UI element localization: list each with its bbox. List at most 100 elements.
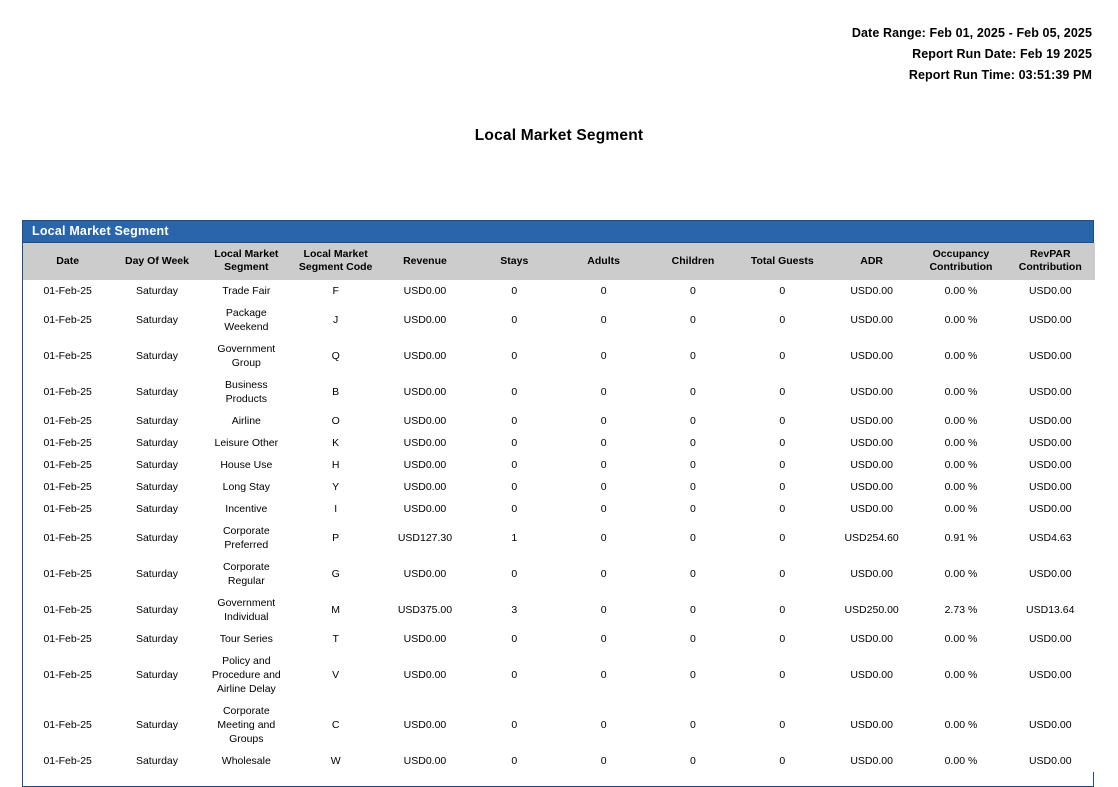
column-header-total-guests[interactable]: Total Guests	[737, 243, 827, 280]
cell-day-of-week: Saturday	[135, 669, 178, 681]
column-header-adults[interactable]: Adults	[558, 243, 649, 280]
cell-children: 0	[690, 532, 696, 544]
cell-children: 0	[690, 568, 696, 580]
cell-revpar-contribution: USD0.00	[1028, 415, 1072, 427]
table-row: 01-Feb-25 Saturday Airline O USD0.00 0 0 0 0 USD0…	[23, 410, 1095, 432]
cell-children: 0	[690, 415, 696, 427]
cell-stays: 0	[511, 437, 518, 449]
cell-children: 0	[690, 459, 696, 471]
cell-revpar-contribution: USD0.00	[1028, 386, 1072, 398]
cell-occupancy-contribution: 0.00 %	[944, 503, 978, 515]
cell-occupancy-contribution: 0.00 %	[944, 285, 978, 297]
cell-total-guests: 0	[779, 669, 786, 681]
cell-adults: 0	[600, 350, 607, 362]
cell-adults: 0	[600, 481, 607, 493]
column-header-local-market-segment-code[interactable]: Local Market Segment Code	[290, 243, 381, 280]
cell-children: 0	[690, 604, 696, 616]
cell-day-of-week: Saturday	[135, 633, 178, 645]
cell-date: 01-Feb-25	[43, 568, 92, 580]
cell-occupancy-contribution: 0.91 %	[944, 532, 978, 544]
cell-adr: USD0.00	[850, 314, 893, 326]
cell-stays: 0	[511, 755, 518, 767]
cell-children: 0	[690, 437, 696, 449]
cell-date: 01-Feb-25	[43, 755, 92, 767]
column-header-date[interactable]: Date	[23, 243, 113, 280]
table-row: 01-Feb-25 Saturday Corporate Meeting and G…	[23, 700, 1095, 750]
cell-adults: 0	[600, 633, 607, 645]
cell-day-of-week: Saturday	[135, 285, 178, 297]
cell-date: 01-Feb-25	[43, 437, 92, 449]
cell-total-guests: 0	[779, 314, 786, 326]
cell-stays: 0	[511, 503, 518, 515]
cell-revpar-contribution: USD13.64	[1026, 604, 1075, 616]
cell-day-of-week: Saturday	[135, 503, 178, 515]
column-header-revpar-contribution[interactable]: RevPAR Contribution	[1005, 243, 1095, 280]
cell-date: 01-Feb-25	[43, 350, 92, 362]
column-header-children[interactable]: Children	[648, 243, 738, 280]
cell-occupancy-contribution: 0.00 %	[944, 481, 978, 493]
cell-revenue: USD0.00	[403, 719, 447, 731]
cell-adr: USD0.00	[850, 719, 893, 731]
cell-adults: 0	[600, 503, 607, 515]
cell-local-market-segment-code: O	[331, 415, 340, 427]
cell-local-market-segment: Corporate Preferred	[222, 525, 270, 551]
report-run-date-text: Report Run Date: Feb 19 2025	[912, 47, 1092, 61]
column-header-revenue[interactable]: Revenue	[380, 243, 470, 280]
column-header-day-of-week[interactable]: Day Of Week	[112, 243, 202, 280]
cell-children: 0	[690, 503, 696, 515]
cell-adr: USD0.00	[850, 459, 893, 471]
cell-local-market-segment: Policy and Procedure and Airline Delay	[211, 655, 281, 695]
table-row: 01-Feb-25 Saturday Wholesale W USD0.00 0 0 0 0 US…	[23, 750, 1095, 772]
cell-local-market-segment: Long Stay	[222, 481, 270, 493]
cell-revenue: USD0.00	[403, 459, 447, 471]
column-header-adr[interactable]: ADR	[826, 243, 917, 280]
cell-revenue: USD0.00	[403, 285, 447, 297]
cell-adults: 0	[600, 437, 607, 449]
cell-total-guests: 0	[779, 350, 786, 362]
cell-day-of-week: Saturday	[135, 386, 178, 398]
cell-revenue: USD0.00	[403, 669, 447, 681]
cell-revenue: USD127.30	[397, 532, 453, 544]
cell-total-guests: 0	[779, 755, 786, 767]
cell-stays: 0	[511, 386, 518, 398]
cell-date: 01-Feb-25	[43, 481, 92, 493]
cell-total-guests: 0	[779, 415, 786, 427]
cell-adults: 0	[600, 719, 607, 731]
cell-stays: 0	[511, 459, 518, 471]
cell-adr: USD0.00	[850, 437, 893, 449]
cell-local-market-segment-code: Y	[332, 481, 340, 493]
cell-occupancy-contribution: 0.00 %	[944, 669, 978, 681]
cell-date: 01-Feb-25	[43, 314, 92, 326]
cell-date: 01-Feb-25	[43, 503, 92, 515]
cell-local-market-segment-code: V	[332, 669, 340, 681]
cell-local-market-segment-code: K	[332, 437, 340, 449]
table-row: 01-Feb-25 Saturday Incentive I USD0.00 0 0 0 0 US…	[23, 498, 1095, 520]
table-row: 01-Feb-25 Saturday Trade Fair F USD0.00 0 0 0 0 U…	[23, 280, 1095, 302]
cell-revpar-contribution: USD0.00	[1028, 633, 1072, 645]
column-header-local-market-segment[interactable]: Local Market Segment	[201, 243, 291, 280]
cell-total-guests: 0	[779, 285, 786, 297]
column-header-occupancy-contribution[interactable]: Occupancy Contribution	[916, 243, 1006, 280]
cell-revpar-contribution: USD0.00	[1028, 437, 1072, 449]
table-row: 01-Feb-25 Saturday Package Weekend J USD0.00…	[23, 302, 1095, 338]
cell-stays: 0	[511, 568, 518, 580]
cell-revenue: USD0.00	[403, 568, 447, 580]
cell-adr: USD0.00	[850, 633, 893, 645]
cell-stays: 0	[511, 633, 518, 645]
cell-adults: 0	[600, 532, 607, 544]
cell-local-market-segment-code: G	[331, 568, 340, 580]
cell-local-market-segment-code: P	[332, 532, 340, 544]
cell-stays: 3	[511, 604, 518, 616]
table-row: 01-Feb-25 Saturday Corporate Regular G USD0.…	[23, 556, 1095, 592]
cell-adr: USD250.00	[844, 604, 899, 616]
cell-adr: USD0.00	[850, 669, 893, 681]
column-header-stays[interactable]: Stays	[469, 243, 559, 280]
table-row: 01-Feb-25 Saturday Business Products B USD0.…	[23, 374, 1095, 410]
table-row: 01-Feb-25 Saturday Corporate Preferred P USD…	[23, 520, 1095, 556]
cell-adr: USD0.00	[850, 350, 893, 362]
report-run-time-text: Report Run Time: 03:51:39 PM	[908, 68, 1092, 82]
cell-occupancy-contribution: 2.73 %	[944, 604, 978, 616]
cell-revpar-contribution: USD0.00	[1028, 669, 1072, 681]
cell-stays: 0	[511, 415, 518, 427]
cell-day-of-week: Saturday	[135, 568, 178, 580]
